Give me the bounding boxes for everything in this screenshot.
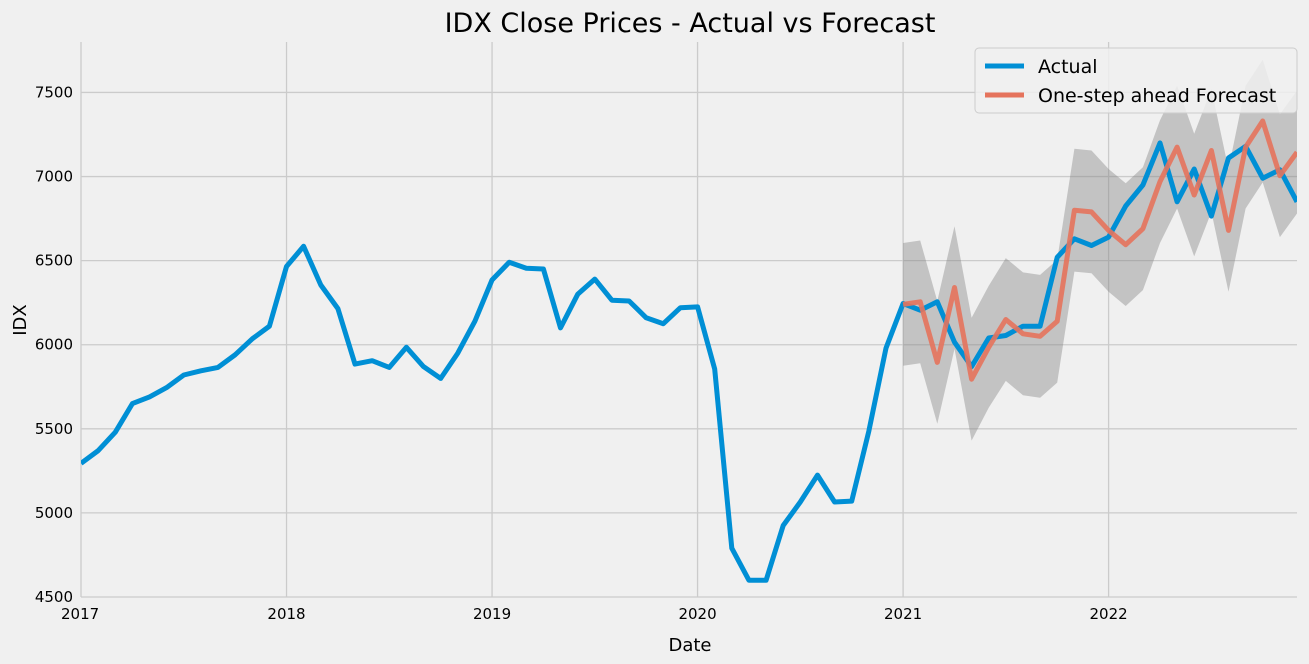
y-axis-title: IDX	[10, 304, 31, 336]
series-line-forecast	[902, 118, 1297, 382]
y-tick-label: 6000	[35, 336, 73, 354]
x-tick-label: 2021	[884, 605, 922, 623]
y-tick-label: 7000	[35, 168, 73, 186]
legend: Actual One-step ahead Forecast	[974, 47, 1298, 114]
y-tick-label: 5000	[35, 504, 73, 522]
forecast-confidence-band	[903, 59, 1297, 441]
y-tick-label: 4500	[35, 588, 73, 606]
x-tick-label: 2020	[678, 605, 716, 623]
y-tick-label: 7500	[35, 83, 73, 101]
legend-label-actual: Actual	[1038, 56, 1098, 78]
legend-box	[974, 47, 1298, 114]
legend-label-forecast: One-step ahead Forecast	[1038, 85, 1276, 107]
x-tick-label: 2017	[61, 605, 99, 623]
chart-title: IDX Close Prices - Actual vs Forecast	[445, 8, 936, 39]
x-tick-label: 2018	[267, 605, 305, 623]
tick-labels: 4500 5000 5500 6000 6500 7000 7500 2017 2018 2019…	[35, 83, 1128, 623]
series-lines	[81, 118, 1297, 583]
x-tick-label: 2022	[1090, 605, 1128, 623]
x-tick-label: 2019	[473, 605, 511, 623]
x-axis-title: Date	[668, 635, 711, 656]
y-tick-label: 6500	[35, 252, 73, 270]
y-tick-label: 5500	[35, 420, 73, 438]
series-line-actual	[81, 140, 1297, 583]
confidence-band-layer	[903, 59, 1297, 441]
